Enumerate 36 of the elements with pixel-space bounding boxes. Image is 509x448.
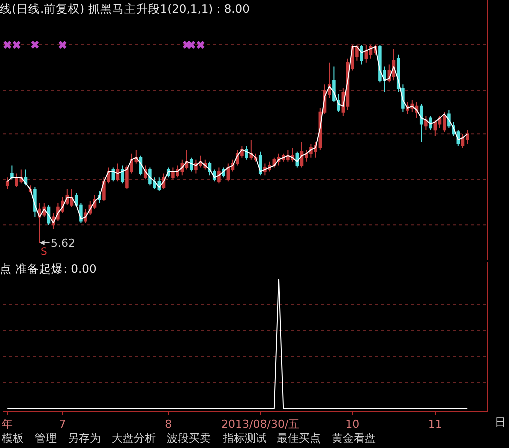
candlestick — [300, 142, 304, 168]
x-tick-label: 2013/08/30/五 — [222, 418, 300, 432]
candlestick — [10, 165, 14, 180]
candlestick — [466, 130, 470, 144]
x-tick-label: 10 — [346, 418, 360, 432]
text: 另存为 — [68, 432, 101, 445]
x-tick-label: 11 — [428, 418, 442, 432]
text: S — [41, 247, 48, 258]
candlestick — [24, 169, 28, 186]
text: 最佳买点 — [277, 432, 321, 445]
x-tick-label: 年 — [2, 418, 14, 432]
candlestick — [70, 189, 74, 208]
text: 黄金看盘 — [332, 432, 376, 445]
candlestick — [434, 120, 438, 137]
candlestick — [250, 140, 254, 160]
text: 模板 — [2, 432, 24, 445]
candlestick — [6, 177, 10, 190]
chart-title: 点 准备起爆: 0.00 — [0, 262, 97, 276]
text: 管理 — [35, 432, 57, 445]
x-tick-label: 7 — [59, 418, 66, 432]
annotation: 5.62 — [51, 237, 76, 250]
x-tick-label: 8 — [165, 418, 172, 432]
text: 波段买卖 — [167, 432, 211, 445]
text: 日 — [495, 416, 506, 429]
chart-title: 线(日线.前复权) 抓黑马主升段1(20,1,1) : 8.00 — [0, 2, 250, 16]
candlestick — [245, 145, 248, 160]
candlestick — [420, 104, 424, 143]
candlestick — [218, 167, 221, 184]
candlestick — [461, 134, 465, 148]
candlestick — [364, 44, 368, 64]
candlestick — [442, 112, 446, 133]
text: 指标测试 — [222, 432, 267, 445]
candlestick — [360, 44, 364, 66]
candlestick — [424, 116, 428, 131]
text: 大盘分析 — [112, 432, 156, 445]
candlestick — [116, 163, 120, 182]
